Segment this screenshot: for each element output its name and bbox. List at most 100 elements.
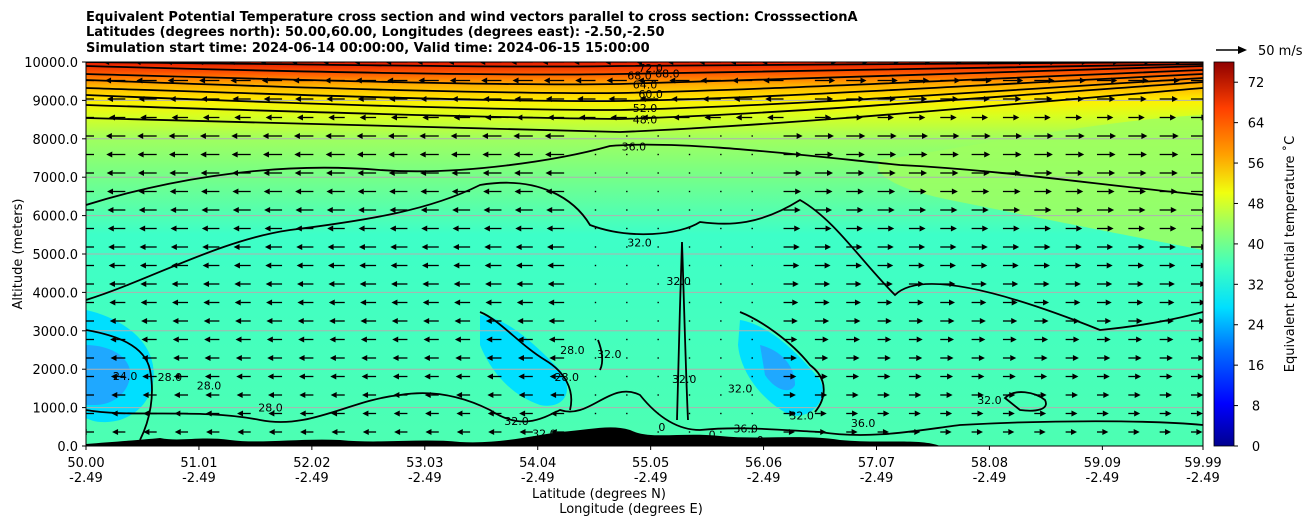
wind-vector xyxy=(108,281,126,287)
wind-vector xyxy=(329,318,345,324)
wind-vector xyxy=(422,281,439,287)
wind-vector xyxy=(420,207,439,213)
wind-vector xyxy=(846,355,860,361)
wind-vector xyxy=(908,244,926,250)
wind-vector xyxy=(171,281,189,287)
wind-vector xyxy=(199,77,220,84)
wind-vector xyxy=(549,355,565,361)
wind-vector xyxy=(814,207,833,213)
wind-vector xyxy=(908,77,930,84)
wind-vector xyxy=(1065,262,1082,269)
wind-vector xyxy=(1002,410,1015,417)
wind-vector xyxy=(573,62,596,65)
wind-vector xyxy=(454,299,471,306)
y-tick-label: 5000.0 xyxy=(33,248,79,263)
contour-44 xyxy=(86,87,1203,133)
wind-vector xyxy=(200,151,220,158)
wind-vector xyxy=(702,96,721,102)
wind-vector xyxy=(971,244,988,250)
wind-vector xyxy=(456,392,471,398)
wind-vector xyxy=(971,225,989,232)
wind-vector xyxy=(516,281,533,287)
wind-vector xyxy=(546,244,565,250)
wind-vector xyxy=(1191,281,1203,287)
wind-vector xyxy=(299,410,314,417)
plot-area: 72.068.0 68.064.060.052.048.036.032.032.0… xyxy=(86,62,1203,446)
x-tick-label-lat: 59.09 xyxy=(1084,456,1121,471)
wind-vector xyxy=(626,320,628,322)
wind-vector xyxy=(516,262,533,269)
wind-vector xyxy=(594,209,597,211)
wind-vector xyxy=(234,281,251,287)
wind-vector xyxy=(328,114,345,121)
wind-vector xyxy=(416,62,439,65)
wind-vector xyxy=(452,207,471,213)
wind-vector xyxy=(877,151,897,158)
wind-vector xyxy=(233,262,251,269)
wind-vector xyxy=(545,151,565,158)
wind-vector xyxy=(294,151,314,158)
wind-vector xyxy=(751,320,753,322)
wind-vector xyxy=(846,188,864,195)
wind-vector xyxy=(846,244,863,250)
wind-vector xyxy=(1065,355,1079,361)
wind-vector xyxy=(1034,77,1055,84)
wind-vector xyxy=(86,246,94,248)
wind-vector xyxy=(107,225,126,232)
wind-vector xyxy=(814,62,838,65)
wind-vector xyxy=(86,375,94,378)
wind-vector xyxy=(688,431,691,433)
wind-vector xyxy=(1159,77,1180,84)
wind-vector xyxy=(1002,170,1022,176)
wind-vector xyxy=(1191,262,1203,269)
wind-vector xyxy=(331,410,345,417)
wind-vector xyxy=(1065,151,1085,158)
x-axis-label-lat: Latitude (degrees N) xyxy=(532,487,666,502)
wind-vector xyxy=(594,338,597,341)
wind-vector xyxy=(846,336,861,343)
wind-vector xyxy=(264,225,283,232)
wind-vector xyxy=(1065,281,1081,287)
wind-vector xyxy=(455,355,471,361)
wind-vector xyxy=(107,188,126,195)
wind-vector xyxy=(548,318,565,324)
wind-vector xyxy=(1096,62,1120,65)
wind-vector xyxy=(359,281,377,287)
wind-vector xyxy=(139,225,157,232)
wind-vector xyxy=(1096,188,1115,195)
wind-vector xyxy=(1159,62,1182,65)
wind-vector xyxy=(688,320,691,322)
wind-vector xyxy=(451,188,471,195)
wind-vector xyxy=(450,133,471,139)
wind-vector xyxy=(877,410,890,417)
wind-vector xyxy=(167,77,189,84)
contour-label: 32.0 xyxy=(977,394,1002,407)
wind-vector xyxy=(298,336,314,343)
wind-vector xyxy=(846,114,863,121)
wind-vector xyxy=(141,336,157,343)
wind-vector xyxy=(908,373,922,380)
wind-vector xyxy=(641,114,659,121)
wind-vector xyxy=(293,133,314,139)
wind-vector xyxy=(173,355,189,361)
wind-vector xyxy=(358,244,377,250)
wind-vector xyxy=(940,336,955,343)
wind-vector xyxy=(513,151,533,158)
wind-vector xyxy=(767,114,784,121)
wind-vector xyxy=(846,62,869,65)
contour-72 xyxy=(86,62,1203,68)
wind-vector xyxy=(626,264,628,267)
colorbar-tick-label: 56 xyxy=(1248,157,1265,172)
wind-vector xyxy=(137,151,157,158)
wind-vector xyxy=(657,172,659,174)
wind-vector xyxy=(688,375,691,378)
wind-vector xyxy=(751,357,753,359)
wind-vector xyxy=(626,375,628,378)
wind-vector xyxy=(140,299,157,306)
wind-vector xyxy=(487,373,502,380)
quiver-key: 50 m/s xyxy=(1216,44,1303,59)
wind-vector xyxy=(908,392,922,398)
contour-label: 68.0 xyxy=(627,69,652,82)
wind-vector xyxy=(877,355,891,361)
wind-vector xyxy=(233,225,251,232)
